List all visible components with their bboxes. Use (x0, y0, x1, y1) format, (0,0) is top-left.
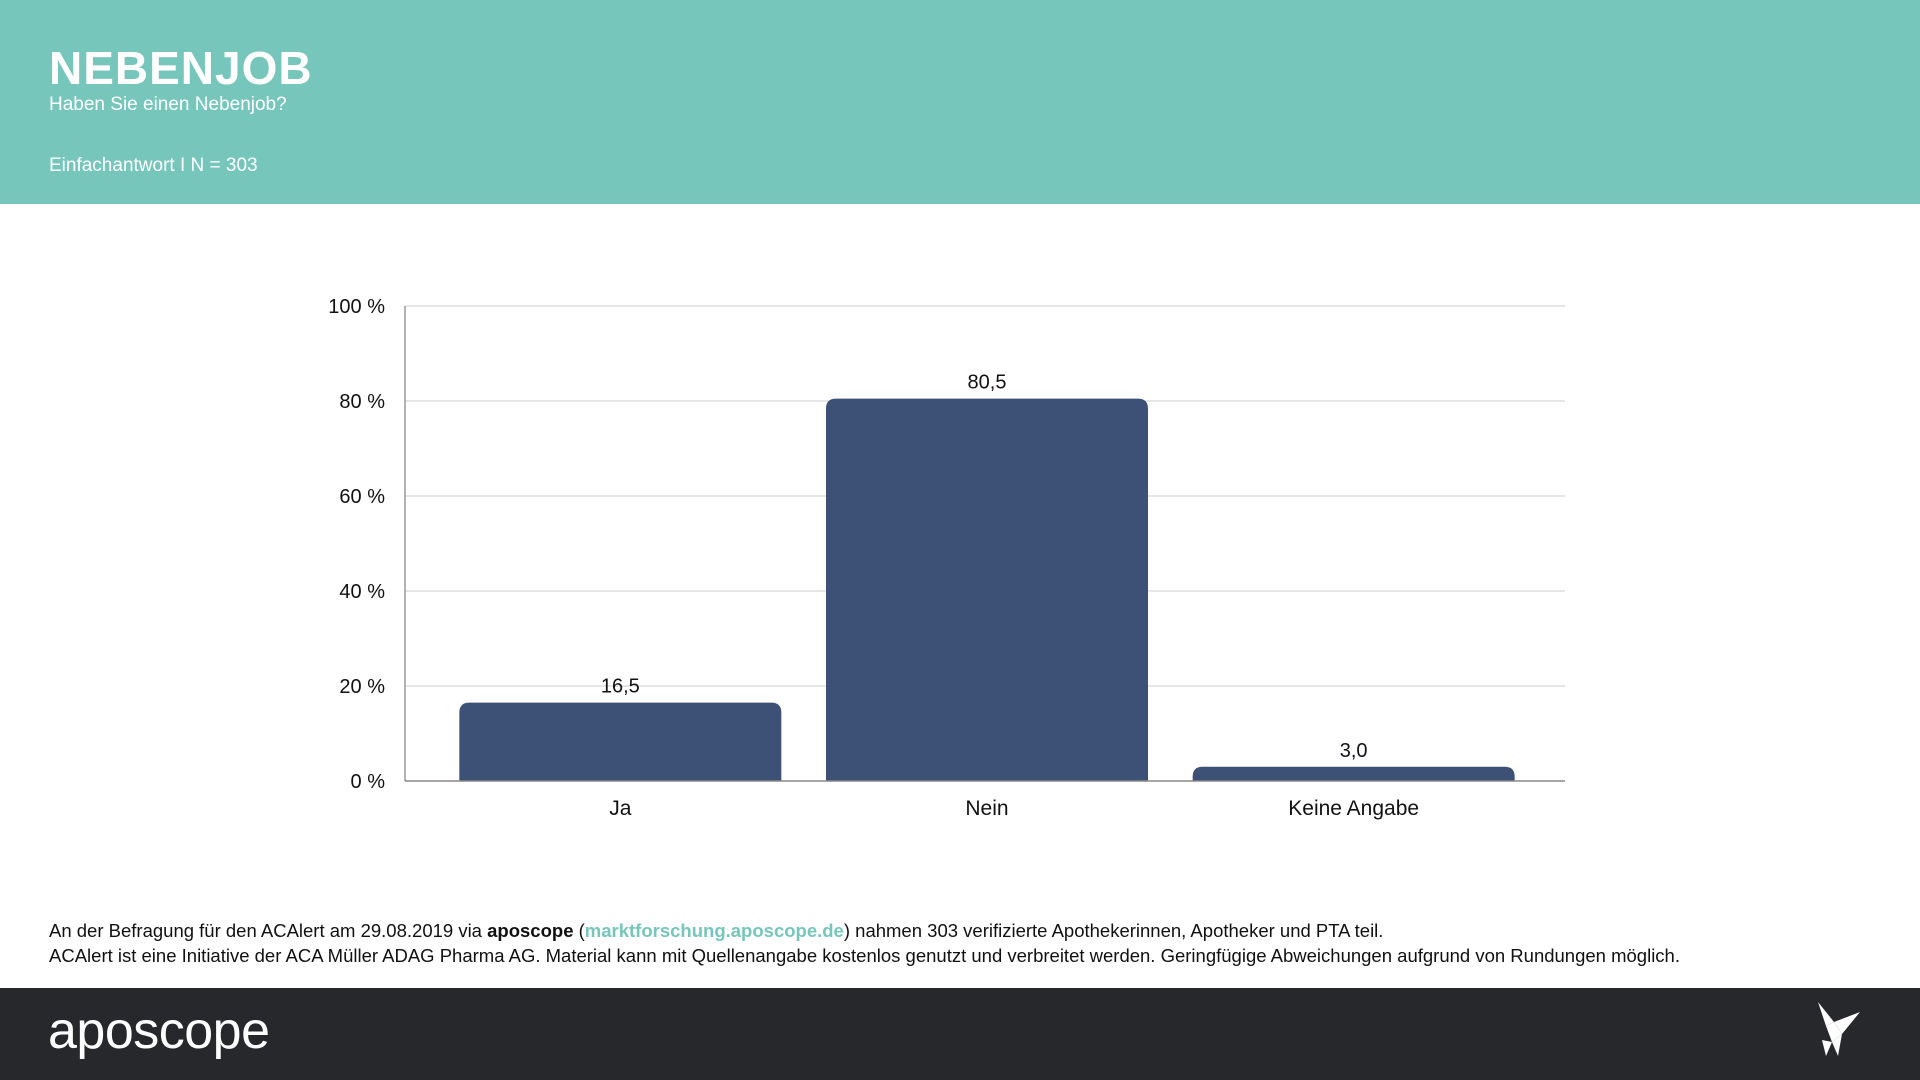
y-tick-label: 80 % (339, 391, 385, 413)
y-tick-label: 0 % (351, 771, 386, 793)
bars (459, 398, 1515, 781)
y-tick-label: 60 % (339, 486, 385, 508)
header-bar: NEBENJOB Haben Sie einen Nebenjob? Einfa… (0, 0, 1920, 204)
y-tick-label: 20 % (339, 676, 385, 698)
page-title: NEBENJOB (49, 42, 313, 94)
footer-bar: aposcope (0, 988, 1920, 1080)
bar-keine-angabe (1192, 766, 1515, 781)
y-axis-ticks: 0 % 20 % 40 % 60 % 80 % 100 % (328, 296, 385, 793)
footnote-line-1: An der Befragung für den ACAlert am 29.0… (49, 918, 1680, 943)
data-label: 16,5 (601, 676, 640, 698)
data-labels: 16,5 80,5 3,0 (601, 372, 1368, 762)
footnote-paren-open: ( (573, 920, 585, 941)
x-axis-ticks: Ja Nein Keine Angabe (609, 797, 1419, 820)
paper-bird-icon (1818, 1002, 1860, 1056)
x-tick-label: Nein (965, 797, 1008, 820)
data-label: 3,0 (1340, 740, 1368, 762)
bar-nein (826, 398, 1148, 781)
data-label: 80,5 (968, 372, 1007, 394)
y-tick-label: 100 % (328, 296, 385, 318)
footnote-text-end: ) nahmen 303 verifizierte Apothekerinnen… (843, 920, 1384, 941)
x-tick-label: Ja (609, 797, 632, 820)
x-tick-label: Keine Angabe (1288, 797, 1419, 820)
page-subtitle: Haben Sie einen Nebenjob? (49, 94, 287, 115)
bar-ja (459, 702, 782, 781)
bar-chart: 0 % 20 % 40 % 60 % 80 % 100 % 16,5 80,5 3,0 Ja N… (328, 296, 1565, 820)
y-tick-label: 40 % (339, 581, 385, 603)
footnote-text: An der Befragung für den ACAlert am 29.0… (49, 920, 488, 941)
footnote-line-2: ACAlert ist eine Initiative der ACA Müll… (49, 945, 1680, 966)
sample-info: Einfachantwort I N = 303 (49, 155, 258, 176)
aposcope-logo: aposcope (48, 1002, 270, 1060)
footnote: An der Befragung für den ACAlert am 29.0… (49, 918, 1680, 968)
footnote-brand: aposcope (487, 920, 574, 941)
footnote-link[interactable]: marktforschung.aposcope.de (584, 920, 844, 941)
